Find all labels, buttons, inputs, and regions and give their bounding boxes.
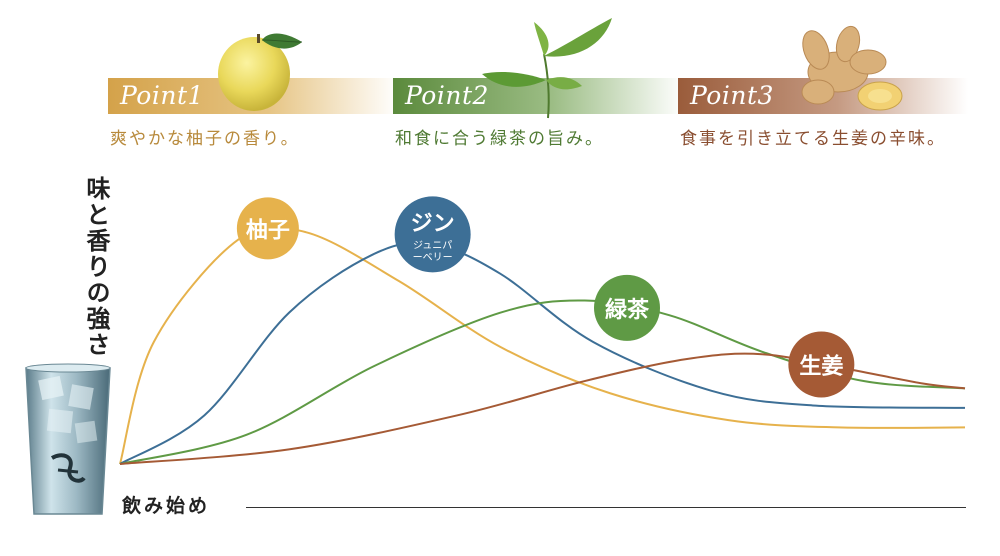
y-axis-label: 味と香りの強さ [82,176,111,358]
series-line-yuzu [119,225,966,465]
series-label-bubble-yuzu: 柚子 [236,197,299,260]
highball-glass-icon [25,363,111,515]
x-axis-line [246,507,966,508]
series-name-ginger: 生姜 [799,353,843,379]
series-name-green-tea: 緑茶 [605,297,650,323]
series-bubble-yuzu [236,197,299,260]
point2-label: Point2 [405,81,489,110]
point2-header: Point2 和食に合う緑茶の旨み。 [393,78,683,149]
x-axis-label: 飲み始め [122,495,211,517]
point3-description: 食事を引き立てる生姜の辛味。 [680,129,946,149]
series-bubble-gin [394,196,471,273]
series-line-gin [119,241,966,465]
series-subname-gin-0: ジュニパ [413,239,452,251]
series-subname-gin-1: ーベリー [413,251,453,263]
series-label-bubble-ginger: 生姜 [788,331,855,398]
series-name-yuzu: 柚子 [246,218,290,243]
point2-band [393,78,683,114]
point2-description: 和食に合う緑茶の旨み。 [395,129,604,149]
point1-description: 爽やかな柚子の香り。 [110,129,300,149]
point1-label: Point1 [120,81,204,110]
ginger-root-icon [801,25,903,111]
series-bubble-green-tea [594,274,660,341]
yuzu-fruit-icon [218,33,303,111]
series-name-gin: ジン [411,211,455,236]
series-line-ginger [119,352,966,465]
green-tea-leaves-icon [482,18,612,119]
series-bubble-ginger [788,331,855,398]
series-label-bubble-green-tea: 緑茶 [594,274,660,341]
point3-label: Point3 [690,81,774,110]
